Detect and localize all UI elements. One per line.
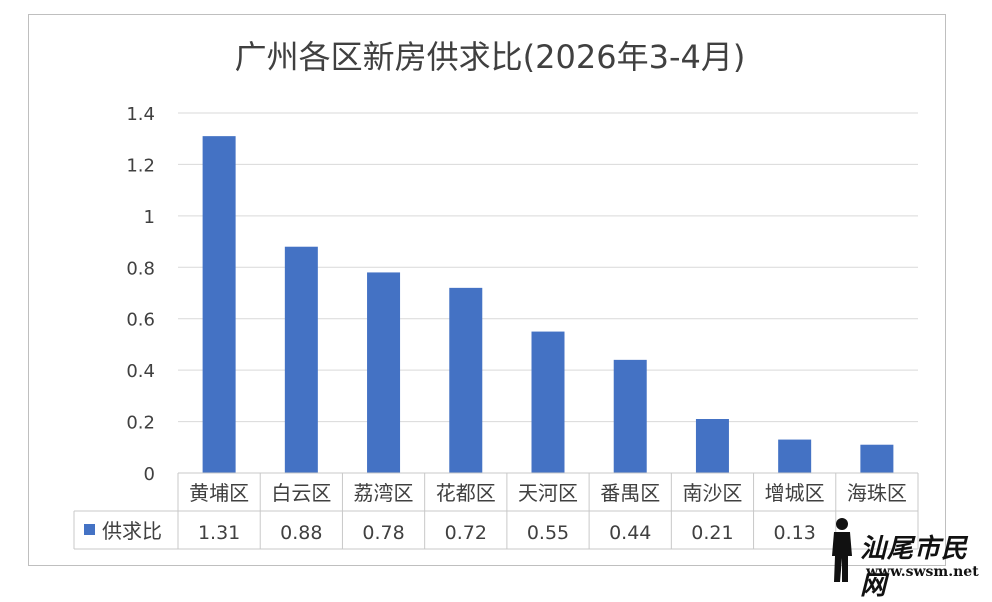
data-table-value: 0.55	[527, 522, 569, 544]
category-label: 花都区	[436, 481, 496, 505]
category-label: 增城区	[765, 481, 825, 505]
watermark-url: www.swsm.net	[866, 564, 979, 580]
y-tick-label: 1	[144, 207, 155, 228]
bar	[284, 246, 318, 473]
y-tick-label: 0	[144, 464, 155, 485]
chart-title: 广州各区新房供求比(2026年3-4月)	[235, 38, 746, 76]
data-table-value: 0.88	[280, 522, 322, 544]
data-table-value: 0.44	[609, 522, 651, 544]
bar	[860, 444, 894, 473]
category-label: 白云区	[271, 481, 331, 505]
y-tick-label: 0.8	[126, 258, 155, 279]
legend-swatch	[84, 524, 95, 535]
y-tick-label: 0.2	[126, 413, 155, 434]
data-table-value: 0.78	[362, 522, 404, 544]
silhouette-icon	[832, 518, 852, 582]
bar	[613, 359, 647, 473]
category-label: 荔湾区	[354, 481, 414, 505]
chart-frame	[28, 14, 946, 566]
legend-label: 供求比	[102, 519, 162, 543]
bar	[778, 439, 812, 473]
category-label: 番禺区	[600, 481, 660, 505]
y-tick-label: 0.4	[126, 361, 155, 382]
bar	[531, 331, 565, 473]
category-label: 海珠区	[847, 481, 907, 505]
category-label: 黄埔区	[189, 481, 249, 505]
category-label: 天河区	[518, 481, 578, 505]
bar	[202, 136, 236, 473]
category-label: 南沙区	[682, 481, 742, 505]
watermark: 汕尾市民网 www.swsm.net	[828, 512, 992, 601]
data-table-value: 0.13	[774, 522, 816, 544]
bar	[695, 419, 729, 473]
data-table-value: 1.31	[198, 522, 240, 544]
y-tick-label: 1.2	[126, 155, 155, 176]
y-tick-label: 0.6	[126, 310, 155, 331]
data-table-value: 0.21	[691, 522, 733, 544]
y-tick-label: 1.4	[126, 104, 155, 125]
bar	[367, 272, 401, 473]
bar	[449, 287, 483, 473]
data-table-value: 0.72	[445, 522, 487, 544]
chart-svg: 广州各区新房供求比(2026年3-4月) 0 0.2 0.4 0.6 0.8 1 1.2 1.4…	[73, 38, 919, 550]
